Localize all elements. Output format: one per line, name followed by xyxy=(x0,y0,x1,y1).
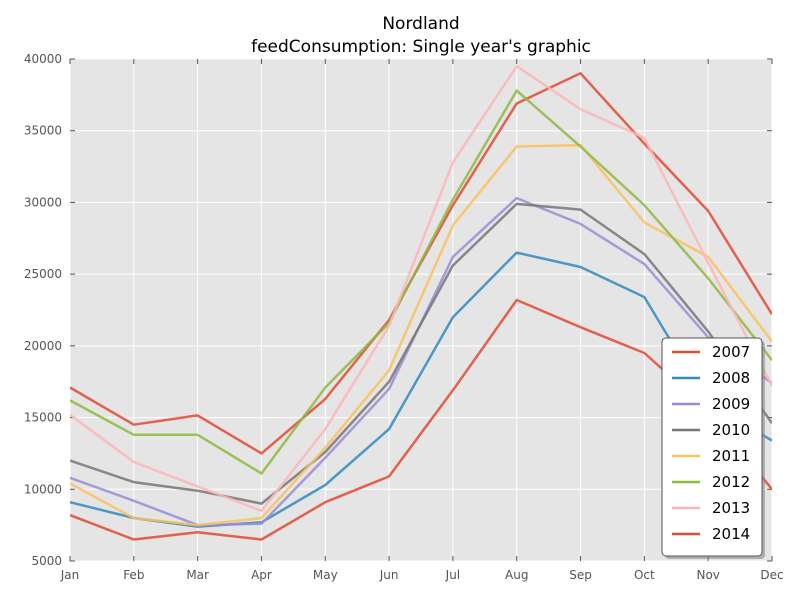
x-tick-label: Nov xyxy=(696,568,719,582)
legend-label-2014: 2014 xyxy=(712,525,750,543)
x-tick-label: Oct xyxy=(634,568,655,582)
y-tick-label: 20000 xyxy=(24,339,62,353)
plot-area xyxy=(70,59,772,561)
y-tick-label: 30000 xyxy=(24,195,62,209)
legend-label-2009: 2009 xyxy=(712,395,750,413)
legend-box xyxy=(661,337,763,557)
x-tick-label: May xyxy=(313,568,338,582)
legend: 2007 2008 2009 2010 2011 2012 2013 2014 xyxy=(661,337,765,559)
y-tick-label: 40000 xyxy=(24,52,62,66)
series-line-2010 xyxy=(70,202,772,505)
series-line-2013 xyxy=(70,64,772,513)
x-tick-label: Mar xyxy=(186,568,209,582)
legend-label-2008: 2008 xyxy=(712,369,750,387)
x-tick-label: Sep xyxy=(569,568,592,582)
y-tick-label: 10000 xyxy=(24,482,62,496)
legend-label-2012: 2012 xyxy=(712,473,750,491)
series-line-2011 xyxy=(70,143,772,527)
x-tick-label: Jun xyxy=(379,568,399,582)
series-lines xyxy=(70,64,772,541)
x-tick-label: Apr xyxy=(251,568,272,582)
y-tick-label: 25000 xyxy=(24,267,62,281)
x-tick-label: Jan xyxy=(60,568,80,582)
y-tick-label: 15000 xyxy=(24,411,62,425)
series-line-2014 xyxy=(70,298,772,541)
x-tick-label: Feb xyxy=(123,568,144,582)
series-line-2012 xyxy=(70,89,772,475)
chart-title: Nordland xyxy=(382,14,459,34)
chart-subtitle: feedConsumption: Single year's graphic xyxy=(251,37,591,57)
legend-label-2011: 2011 xyxy=(712,447,750,465)
legend-label-2007: 2007 xyxy=(712,343,750,361)
x-tick-label: Jul xyxy=(445,568,460,582)
y-tick-label: 5000 xyxy=(31,554,62,568)
x-tick-label: Aug xyxy=(505,568,528,582)
legend-label-2010: 2010 xyxy=(712,421,750,439)
y-tick-label: 35000 xyxy=(24,124,62,138)
legend-label-2013: 2013 xyxy=(712,499,750,517)
x-tick-label: Dec xyxy=(760,568,783,582)
axes: 5000 10000 15000 20000 25000 30000 35000 40000 J… xyxy=(24,52,784,582)
